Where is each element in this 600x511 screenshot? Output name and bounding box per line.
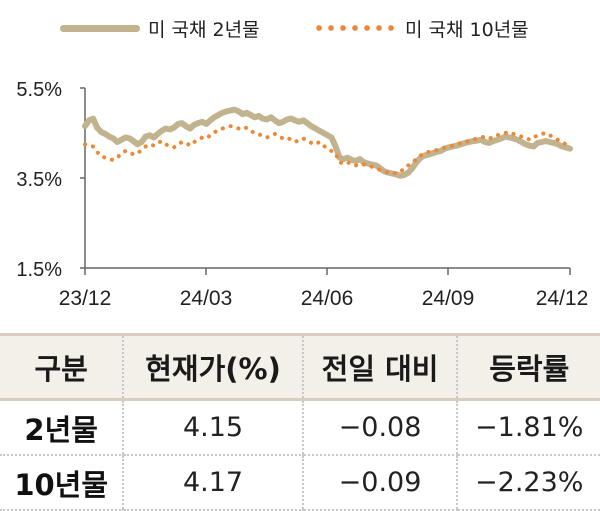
header-day-change: 전일 대비	[301, 333, 458, 401]
legend-item-10y: 미 국채 10년물	[313, 14, 529, 42]
legend-line-swatch-2y	[60, 24, 140, 32]
yield-line-chart: 5.5% 3.5% 1.5% 23/12 24/03 24/06 24/09 2…	[16, 79, 589, 310]
table-row: 10년물 4.17 −0.09 −2.23%	[0, 455, 600, 511]
legend-item-2y: 미 국채 2년물	[60, 14, 260, 42]
chart-legend: 미 국채 2년물 미 국채 10년물	[0, 0, 600, 60]
header-current-price: 현재가(%)	[122, 333, 303, 401]
cell-rate: −2.23%	[456, 455, 600, 511]
x-axis: 23/12 24/03 24/06 24/09 24/12	[59, 267, 589, 310]
cell-change: −0.09	[301, 455, 458, 511]
table-header-row: 구분 현재가(%) 전일 대비 등락률	[0, 333, 600, 401]
legend-dotted-swatch-10y	[313, 24, 397, 32]
cell-change: −0.08	[301, 399, 458, 456]
series-layer	[82, 106, 573, 179]
x-tick-label: 24/09	[422, 287, 475, 310]
header-change-rate: 등락률	[456, 333, 600, 401]
series-line-10y	[83, 124, 572, 176]
table-row: 2년물 4.15 −0.08 −1.81%	[0, 399, 600, 456]
row-label: 10년물	[0, 455, 124, 511]
legend-label-2y: 미 국채 2년물	[148, 18, 260, 41]
y-tick-label: 5.5%	[16, 79, 62, 101]
yield-summary-table: 구분 현재가(%) 전일 대비 등락률 2년물 4.15 −0.08 −1.81…	[0, 333, 600, 511]
header-category: 구분	[0, 333, 124, 401]
x-tick-label: 24/03	[180, 287, 233, 310]
row-label: 2년물	[0, 399, 124, 456]
y-axis: 5.5% 3.5% 1.5%	[16, 79, 86, 281]
y-tick-label: 3.5%	[16, 169, 62, 191]
x-tick-label: 24/12	[536, 287, 589, 310]
x-tick-label: 24/06	[301, 287, 354, 310]
cell-price: 4.15	[122, 399, 303, 456]
series-line-2y	[82, 106, 573, 179]
cell-price: 4.17	[122, 455, 303, 511]
legend-label-10y: 미 국채 10년물	[405, 18, 529, 41]
y-tick-label: 1.5%	[16, 259, 62, 281]
cell-rate: −1.81%	[456, 399, 600, 456]
x-tick-label: 23/12	[59, 287, 112, 310]
